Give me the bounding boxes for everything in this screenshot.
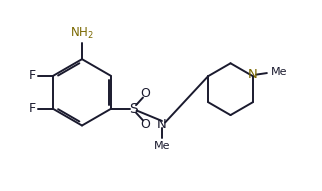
Text: N: N [157,118,167,131]
Text: N: N [248,68,258,81]
Text: S: S [129,102,138,116]
Text: Me: Me [271,67,288,77]
Text: F: F [28,69,35,82]
Text: O: O [141,87,150,100]
Text: O: O [141,118,150,131]
Text: Me: Me [154,141,170,151]
Text: NH$_2$: NH$_2$ [70,26,94,41]
Text: F: F [28,102,35,115]
